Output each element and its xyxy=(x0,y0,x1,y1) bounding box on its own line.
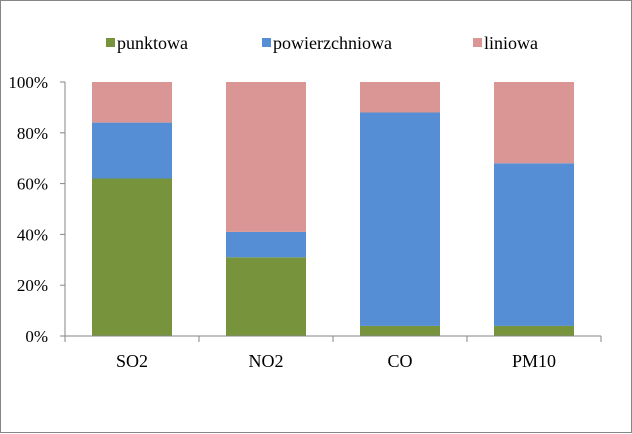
x-tick-label: SO2 xyxy=(116,351,148,371)
bar-liniowa-PM10 xyxy=(494,82,574,164)
bar-liniowa-CO xyxy=(360,82,440,113)
y-tick-label: 40% xyxy=(17,225,48,244)
bar-powierzchniowa-NO2 xyxy=(226,231,306,258)
legend-label-punktowa: punktowa xyxy=(117,33,188,53)
y-tick-label: 60% xyxy=(17,175,48,194)
bar-punktowa-NO2 xyxy=(226,257,306,336)
axes: SO2 NO2 CO PM10 0% 20% 40% 60% 80% 100% xyxy=(8,73,602,371)
x-tick-label: CO xyxy=(387,351,412,371)
legend-label-liniowa: liniowa xyxy=(484,33,538,53)
bars xyxy=(92,82,574,336)
x-tick-label: PM10 xyxy=(512,351,556,371)
bar-punktowa-CO xyxy=(360,325,440,336)
y-tick-label: 0% xyxy=(25,327,48,346)
bar-punktowa-SO2 xyxy=(92,178,172,336)
legend-label-powierzchniowa: powierzchniowa xyxy=(273,33,392,53)
y-tick-label: 80% xyxy=(17,124,48,143)
legend-swatch-punktowa xyxy=(106,38,115,47)
y-tick-label: 100% xyxy=(8,73,48,92)
x-tick-label: NO2 xyxy=(249,351,284,371)
bar-liniowa-NO2 xyxy=(226,82,306,232)
bar-liniowa-SO2 xyxy=(92,82,172,123)
bar-punktowa-PM10 xyxy=(494,325,574,336)
bar-powierzchniowa-SO2 xyxy=(92,122,172,179)
y-tick-label: 20% xyxy=(17,276,48,295)
bar-powierzchniowa-CO xyxy=(360,112,440,326)
bar-powierzchniowa-PM10 xyxy=(494,163,574,326)
legend-swatch-liniowa xyxy=(473,38,482,47)
legend: punktowa powierzchniowa liniowa xyxy=(106,33,538,53)
legend-swatch-powierzchniowa xyxy=(262,38,271,47)
